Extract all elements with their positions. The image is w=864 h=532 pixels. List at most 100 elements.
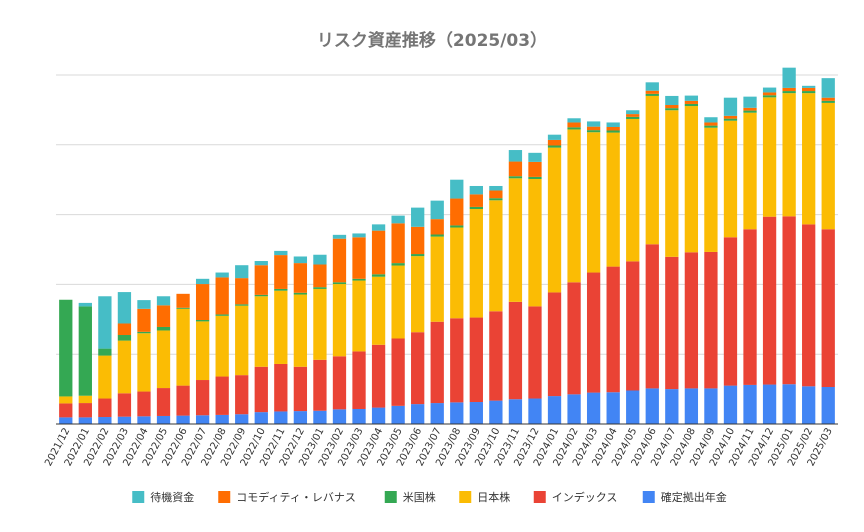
bar-segment xyxy=(782,91,796,94)
bar-segment xyxy=(352,351,366,409)
bar-segment xyxy=(489,400,503,424)
bar-segment xyxy=(684,95,699,101)
bar-segment xyxy=(293,256,308,264)
bar-segment xyxy=(391,265,405,339)
bar-segment xyxy=(293,411,308,424)
bar-segment xyxy=(606,127,620,131)
bar-segment xyxy=(59,396,73,404)
bar-segment xyxy=(567,118,581,123)
bar-segment xyxy=(606,122,620,128)
bar-segment xyxy=(469,317,483,403)
bar-segment xyxy=(411,226,425,255)
bar-segment xyxy=(645,388,659,424)
bar-segment xyxy=(528,161,542,177)
bar-segment xyxy=(78,395,92,404)
chart-title: リスク資産推移（2025/03） xyxy=(317,30,547,51)
bar-segment xyxy=(391,223,405,264)
bar-segment xyxy=(352,280,366,352)
legend-swatch xyxy=(132,491,145,503)
bar-segment xyxy=(469,185,483,195)
bar-segment xyxy=(98,296,112,349)
bar-segment xyxy=(313,254,327,265)
bar-segment xyxy=(665,108,679,111)
bar-segment xyxy=(215,314,229,316)
bar-segment xyxy=(586,121,601,127)
bar-segment xyxy=(450,198,464,226)
bar-segment xyxy=(586,132,601,273)
bar-segment xyxy=(156,326,171,331)
bar-segment xyxy=(371,407,386,424)
bar-segment xyxy=(586,392,601,424)
bar-segment xyxy=(430,234,444,237)
bar-segment xyxy=(802,87,816,92)
bar-segment xyxy=(332,282,347,285)
bars xyxy=(59,67,835,424)
bar-segment xyxy=(723,118,738,121)
bar-segment xyxy=(293,263,308,293)
bar-segment xyxy=(508,301,523,400)
bar-segment xyxy=(371,344,386,408)
bar-segment xyxy=(235,278,249,305)
bar-segment xyxy=(254,366,268,413)
bar-segment xyxy=(508,176,523,179)
bar-segment xyxy=(606,392,620,424)
bar-segment xyxy=(508,150,523,162)
legend-label: コモディティ・レバナス xyxy=(236,490,356,504)
bar-segment xyxy=(313,410,327,424)
bar-segment xyxy=(743,112,757,230)
bar-segment xyxy=(430,219,444,235)
bar-segment xyxy=(195,380,210,416)
bar-segment xyxy=(782,67,796,88)
bar-segment xyxy=(59,417,73,424)
bar-segment xyxy=(704,251,718,389)
bar-segment xyxy=(371,224,386,231)
bar-segment xyxy=(704,388,718,424)
bar-segment xyxy=(313,288,327,360)
bar-segment xyxy=(352,237,366,279)
bar-segment xyxy=(137,333,151,392)
bar-segment xyxy=(430,403,444,424)
bar-segment xyxy=(176,415,190,424)
bar-segment xyxy=(704,127,718,252)
bar-segment xyxy=(684,388,699,424)
x-tick-labels: 2021/122022/012022/022022/032022/042022/… xyxy=(43,426,835,468)
bar-segment xyxy=(411,256,425,333)
bar-segment xyxy=(117,416,132,424)
bar-segment xyxy=(567,129,581,283)
bar-segment xyxy=(821,100,835,103)
bar-segment xyxy=(508,178,523,302)
bar-segment xyxy=(762,87,777,93)
bar-segment xyxy=(645,90,659,94)
bar-segment xyxy=(430,236,444,322)
bar-segment xyxy=(293,294,308,367)
bar-segment xyxy=(176,385,190,416)
bar-segment xyxy=(430,321,444,404)
bar-segment xyxy=(293,292,308,295)
bar-segment xyxy=(391,215,405,224)
bar-segment xyxy=(723,97,738,116)
bar-segment xyxy=(98,417,112,424)
bar-segment xyxy=(684,100,699,104)
bar-segment xyxy=(98,398,112,418)
bar-segment xyxy=(762,384,777,424)
bar-segment xyxy=(156,415,171,424)
bar-segment xyxy=(117,335,132,341)
bar-segment xyxy=(176,293,190,308)
bar-segment xyxy=(78,417,92,424)
bar-segment xyxy=(469,402,483,424)
bar-segment xyxy=(391,338,405,406)
bar-segment xyxy=(528,176,542,180)
bar-segment xyxy=(762,92,777,96)
bar-segment xyxy=(782,93,796,217)
bar-segment xyxy=(567,394,581,424)
bar-segment xyxy=(371,276,386,345)
bar-segment xyxy=(684,252,699,389)
bar-segment xyxy=(117,323,132,336)
bar-segment xyxy=(782,87,796,92)
bar-segment xyxy=(821,97,835,101)
bar-segment xyxy=(352,233,366,238)
bar-segment xyxy=(645,82,659,91)
legend-label: 日本株 xyxy=(477,490,510,504)
bar-segment xyxy=(821,387,835,424)
